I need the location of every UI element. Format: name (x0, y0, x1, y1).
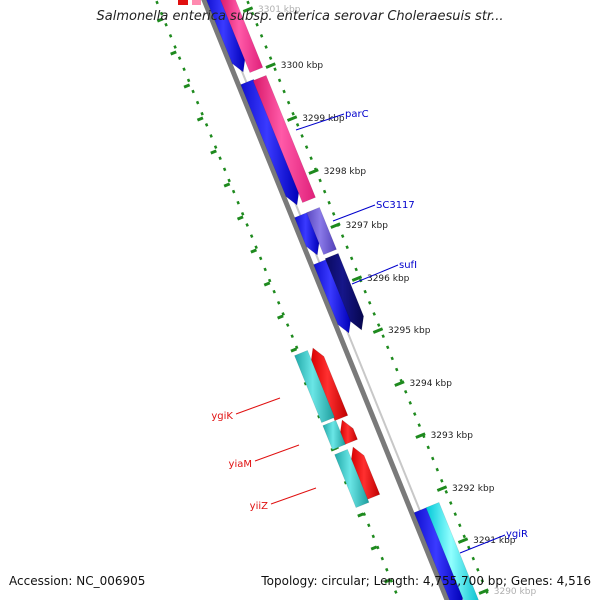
scale-tick (265, 62, 276, 69)
scale-tick-label: 3300 kbp (281, 61, 324, 71)
gene-label: yiaM (229, 459, 252, 470)
gene-cog-bar (322, 420, 346, 450)
track-dash (183, 83, 191, 89)
scale-tick (394, 380, 405, 387)
scale-tick-label: 3299 kbp (302, 114, 345, 124)
gene-arrow (350, 446, 381, 500)
track-dash (250, 248, 257, 254)
gene-cog-bar (334, 449, 370, 508)
genome-backbone (201, 0, 450, 600)
scale-tick-label: 3295 kbp (388, 326, 431, 336)
track-dash (223, 182, 231, 188)
scale-tick (372, 327, 384, 334)
track-dash (383, 578, 391, 584)
track-dash (196, 116, 204, 122)
gene-cog-bar (252, 75, 316, 203)
gene-cog-bar (425, 502, 479, 600)
scale-tick (351, 275, 363, 282)
track-dash (236, 215, 244, 221)
scale-tick (308, 168, 319, 175)
scale-tick-label: 3296 kbp (367, 274, 410, 284)
outer-dotted-track (245, 0, 492, 600)
track-dash (290, 347, 298, 353)
accession-text: Accession: NC_006905 (9, 574, 146, 588)
gene-label-leader (235, 397, 281, 415)
track-dash (263, 281, 271, 287)
gene-arrow (413, 507, 464, 600)
gene-label-leader (270, 487, 317, 505)
gene-cog-bar (220, 0, 264, 73)
gene-arrow (310, 347, 349, 421)
scale-tick-label: 3301 kbp (258, 5, 301, 15)
track-dash (210, 149, 217, 155)
gene-arrow (313, 259, 352, 334)
gene-label-leader (254, 444, 300, 462)
gene-cog-bar (306, 207, 337, 255)
track-dash (156, 17, 164, 23)
scale-tick-label: 3297 kbp (346, 221, 389, 231)
gene-label: ygiK (211, 411, 233, 422)
scale-tick (415, 432, 426, 439)
gene-label-leader (351, 264, 399, 285)
gene-arrow-partial (192, 0, 201, 5)
gene-label: sufI (399, 260, 417, 271)
scale-tick (330, 222, 341, 229)
inner-dotted-track (154, 0, 401, 600)
gene-label-leader (295, 113, 345, 131)
scale-tick (286, 115, 298, 122)
organism-title: Salmonella enterica subsp. enterica sero… (96, 9, 504, 24)
track-dash (277, 314, 284, 320)
gene-label-leader (332, 204, 376, 222)
scale-tick-label: 3291 kbp (473, 536, 516, 546)
gene-label: parC (345, 109, 369, 120)
scale-tick (242, 6, 254, 13)
scale-tick-label: 3298 kbp (324, 167, 367, 177)
scale-tick (457, 537, 469, 544)
gene-arrow (206, 0, 246, 73)
gene-label: ygiR (506, 529, 528, 540)
gene-label: yiiZ (250, 501, 268, 512)
gene-arrow (240, 79, 300, 206)
scale-tick (478, 588, 489, 595)
track-dash (357, 512, 364, 518)
gene-arrow (324, 253, 364, 331)
gene-label: SC3117 (376, 200, 415, 211)
scale-tick-label: 3294 kbp (410, 379, 453, 389)
scale-tick-label: 3292 kbp (452, 484, 495, 494)
genome-summary-text: Topology: circular; Length: 4,755,700 bp… (261, 574, 591, 588)
gene-arrow (339, 419, 358, 445)
gene-arrow (294, 212, 320, 256)
track-dash (170, 50, 177, 56)
gene-arrow-partial (178, 0, 188, 5)
scale-tick (436, 485, 448, 492)
scale-tick-label: 3290 kbp (494, 587, 537, 597)
gene-cog-bar (294, 350, 335, 423)
scale-tick-label: 3293 kbp (431, 431, 474, 441)
gene-label-leader (459, 534, 506, 554)
track-dash (370, 545, 378, 551)
